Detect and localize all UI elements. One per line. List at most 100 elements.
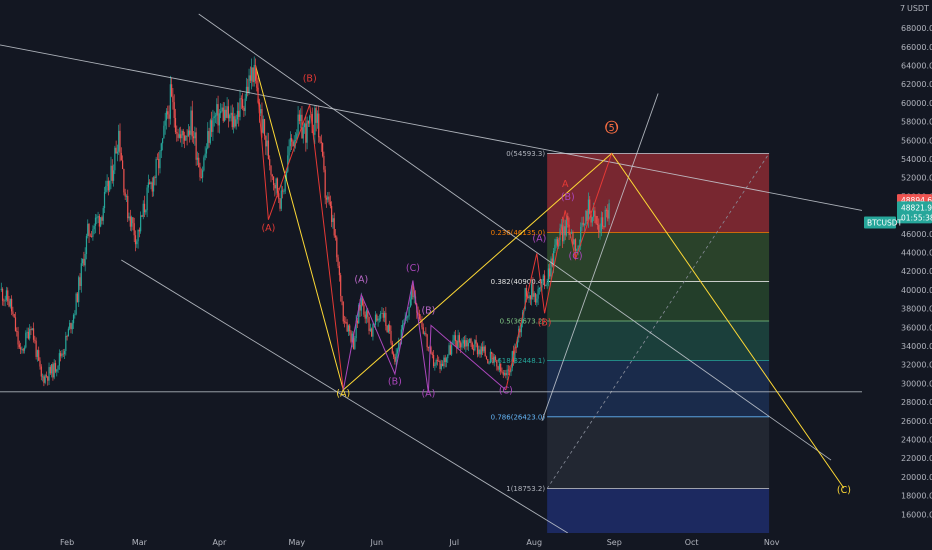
channel-lower [121, 259, 569, 534]
candle-body [324, 169, 326, 198]
candle-body [159, 151, 161, 169]
time-tick-label: Sep [607, 538, 622, 547]
candle-body [524, 288, 526, 309]
fib-zone [547, 153, 770, 233]
candle-body [403, 323, 405, 325]
candle-body [267, 140, 270, 160]
candle-body [201, 170, 204, 178]
candle-body [111, 165, 113, 181]
candle-body [44, 375, 46, 383]
candle-body [345, 322, 347, 324]
candle-body [263, 119, 266, 136]
candle-body [5, 290, 8, 300]
candle-body [542, 275, 544, 280]
candle-body [497, 366, 499, 370]
candle-body [577, 245, 579, 249]
candle-body [60, 353, 62, 357]
candle-body [493, 356, 495, 363]
wave-label: (C) [837, 485, 851, 496]
candle-body [551, 258, 553, 267]
price-tick-label: 64000.0 [901, 61, 932, 70]
candle-body [275, 178, 277, 189]
candle-body [142, 203, 144, 217]
candle-body [133, 223, 135, 236]
candle-body [243, 107, 245, 111]
candle-body [222, 107, 224, 121]
candle-body [407, 316, 409, 318]
candle-body [303, 123, 306, 128]
candle-body [186, 135, 188, 137]
price-tick-label: 24000.0 [901, 435, 932, 444]
candle-body [14, 317, 17, 332]
candle-body [23, 347, 26, 351]
candle-body [333, 218, 335, 236]
symbol-badge [864, 216, 896, 229]
wave-label: (B) [303, 73, 317, 84]
candle-body [586, 210, 588, 221]
candle-body [443, 357, 445, 367]
candle-body [91, 236, 93, 237]
candle-body [103, 191, 106, 209]
candle-body [87, 223, 89, 237]
candle-body [573, 239, 575, 245]
time-tick-label: Apr [212, 538, 227, 547]
candle-body [195, 132, 197, 160]
fib-trend-line [546, 153, 770, 489]
candle-body [147, 182, 149, 188]
candle-body [74, 314, 76, 316]
candle-body [469, 338, 471, 343]
candle-body [369, 328, 371, 331]
candle-body [487, 359, 489, 364]
candle-body [262, 119, 264, 133]
candle-body [189, 130, 191, 135]
candle-body [565, 216, 568, 236]
candle-body [453, 335, 455, 341]
projection-path [255, 65, 845, 489]
candle-body [474, 340, 476, 351]
candle-body [278, 193, 280, 199]
candle-body [138, 229, 140, 232]
candle-body [385, 312, 387, 326]
wave-label: (5) [605, 123, 618, 134]
candle-body [458, 335, 460, 343]
candle-body [57, 365, 59, 370]
candle-body [155, 158, 157, 178]
candle-body [161, 138, 164, 144]
candle-body [519, 328, 521, 333]
candle-body [374, 314, 377, 325]
candle-body [444, 357, 446, 363]
candle-body [356, 320, 359, 324]
candle-body [145, 210, 147, 213]
candle-body [554, 244, 556, 252]
candle-body [386, 325, 388, 333]
candle-body [319, 137, 321, 142]
candle-body [127, 195, 129, 219]
candle-body [151, 182, 153, 192]
candle-body [288, 146, 290, 156]
candle-body [534, 293, 537, 303]
candle-body [371, 328, 373, 337]
candle-body [599, 230, 601, 233]
last-price-badge [897, 201, 932, 224]
time-tick-label: Feb [60, 538, 74, 547]
price-tick-label: 18000.0 [901, 492, 932, 501]
candle-body [199, 167, 201, 178]
candle-body [180, 134, 182, 139]
candle-body [500, 363, 502, 372]
candle-body [62, 353, 64, 355]
wave-channel-steep [541, 93, 659, 421]
candle-body [343, 321, 346, 323]
candle-body [245, 86, 248, 99]
candle-body [425, 333, 427, 335]
candle-body [604, 209, 606, 228]
candle-body [562, 224, 564, 242]
candle-body [461, 343, 463, 348]
candle-body [514, 347, 516, 362]
candle-body [128, 216, 130, 219]
candle-body [440, 363, 442, 370]
candle-body [452, 340, 454, 345]
candle-body [405, 317, 408, 319]
candle-body [168, 114, 170, 119]
